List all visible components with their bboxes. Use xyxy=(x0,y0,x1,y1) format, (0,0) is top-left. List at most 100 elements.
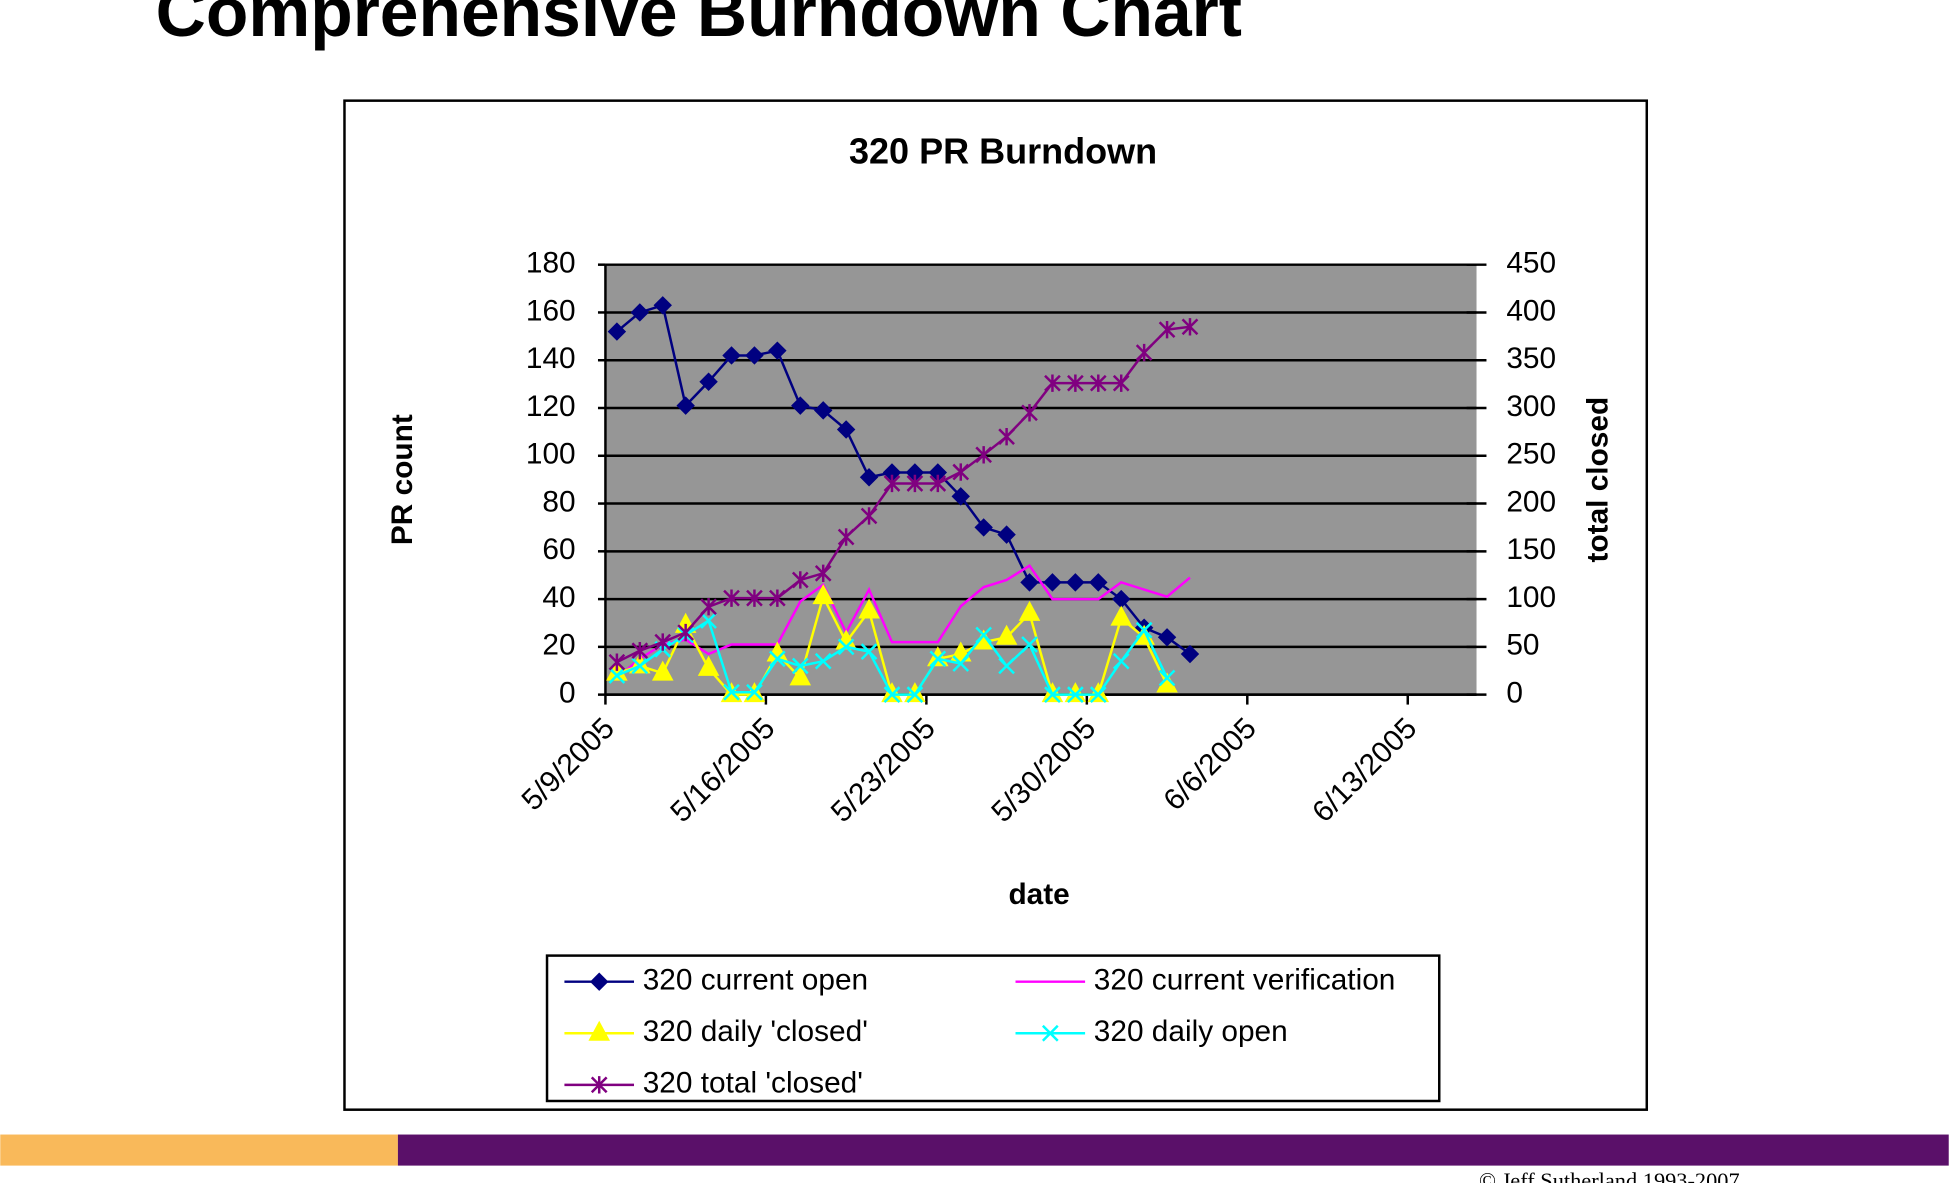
marker xyxy=(1044,686,1061,703)
legend-label: 320 total 'closed' xyxy=(643,1067,863,1100)
marker xyxy=(789,665,812,686)
marker xyxy=(906,474,924,493)
marker xyxy=(1021,404,1038,422)
marker xyxy=(975,626,993,644)
series-line xyxy=(616,563,1191,679)
marker xyxy=(836,420,856,439)
marker xyxy=(700,612,717,629)
marker xyxy=(1020,573,1039,592)
marker xyxy=(1112,652,1130,670)
marker xyxy=(791,571,809,589)
marker xyxy=(859,468,879,487)
marker xyxy=(974,518,993,537)
marker xyxy=(677,623,695,642)
marker xyxy=(651,660,674,681)
marker xyxy=(608,653,626,671)
y-tick-label: 140 xyxy=(526,342,576,375)
marker xyxy=(1089,686,1107,703)
marker xyxy=(998,427,1015,446)
marker xyxy=(654,633,672,651)
marker xyxy=(769,650,786,668)
marker xyxy=(700,598,717,616)
footer: © Jeff Sutherland 1993-2007 xyxy=(1479,1168,1740,1183)
page-title: Comprehensive Burndown Chart xyxy=(156,0,1242,51)
marker xyxy=(746,683,763,701)
marker xyxy=(697,655,720,676)
marker xyxy=(997,525,1016,544)
y2-tick-label: 150 xyxy=(1506,533,1556,566)
marker xyxy=(1158,320,1176,339)
marker xyxy=(791,657,809,675)
marker xyxy=(745,346,764,365)
legend-label: 320 daily open xyxy=(1094,1015,1288,1048)
marker xyxy=(837,638,855,656)
marker xyxy=(588,1020,610,1041)
marker xyxy=(608,667,626,684)
chart-title: 320 PR Burndown xyxy=(849,131,1157,172)
legend xyxy=(545,954,1441,1103)
marker xyxy=(1157,628,1177,647)
marker xyxy=(1021,636,1038,653)
marker xyxy=(813,401,833,420)
marker xyxy=(1135,621,1153,639)
y2-tick-label: 400 xyxy=(1506,294,1556,327)
marker xyxy=(951,487,970,506)
marker xyxy=(676,396,695,415)
y-tick-label: 40 xyxy=(542,581,575,614)
marker xyxy=(812,584,834,605)
marker xyxy=(631,657,649,675)
y-tick-label: 20 xyxy=(542,629,575,662)
x-axis-label: date xyxy=(1008,878,1069,911)
y-tick-label: 180 xyxy=(526,247,576,280)
marker xyxy=(929,474,947,493)
marker xyxy=(791,396,810,415)
marker xyxy=(1044,374,1061,392)
marker xyxy=(975,446,993,464)
plot-area xyxy=(605,264,1477,695)
marker xyxy=(1181,318,1199,336)
marker xyxy=(746,589,763,607)
legend-label: 320 current verification xyxy=(1094,964,1396,997)
marker xyxy=(814,564,832,582)
y-tick-label: 120 xyxy=(526,390,576,423)
y2-tick-label: 300 xyxy=(1506,390,1556,423)
marker xyxy=(1089,374,1107,392)
y2-tick-label: 200 xyxy=(1506,485,1556,518)
y-tick-label: 100 xyxy=(526,438,576,471)
legend-label: 320 daily 'closed' xyxy=(643,1015,868,1048)
marker xyxy=(723,589,740,607)
marker xyxy=(1064,682,1087,703)
marker xyxy=(995,624,1018,645)
y2-tick-label: 350 xyxy=(1506,342,1556,375)
marker xyxy=(814,652,832,670)
marker xyxy=(1066,573,1085,592)
y2-tick-label: 50 xyxy=(1506,629,1539,662)
marker xyxy=(768,341,787,360)
marker xyxy=(590,1076,608,1094)
marker xyxy=(929,650,947,668)
y2-tick-label: 0 xyxy=(1506,677,1523,710)
marker xyxy=(837,528,855,546)
marker xyxy=(631,641,649,660)
stripe-orange xyxy=(0,1134,398,1166)
marker xyxy=(860,507,878,525)
series-line xyxy=(616,325,1191,664)
marker xyxy=(723,683,740,701)
marker xyxy=(860,643,878,660)
marker xyxy=(1112,374,1130,392)
marker xyxy=(1180,644,1200,664)
marker xyxy=(1041,1024,1059,1042)
y2-tick-label: 450 xyxy=(1506,247,1556,280)
y-tick-label: 60 xyxy=(542,533,575,566)
y2-tick-label: 100 xyxy=(1506,581,1556,614)
marker xyxy=(630,303,650,322)
marker xyxy=(1089,573,1108,592)
marker xyxy=(607,322,627,341)
marker xyxy=(1067,686,1084,703)
marker xyxy=(883,474,901,493)
marker xyxy=(1135,343,1153,362)
marker xyxy=(722,346,741,365)
marker xyxy=(952,463,970,481)
marker xyxy=(590,972,609,991)
